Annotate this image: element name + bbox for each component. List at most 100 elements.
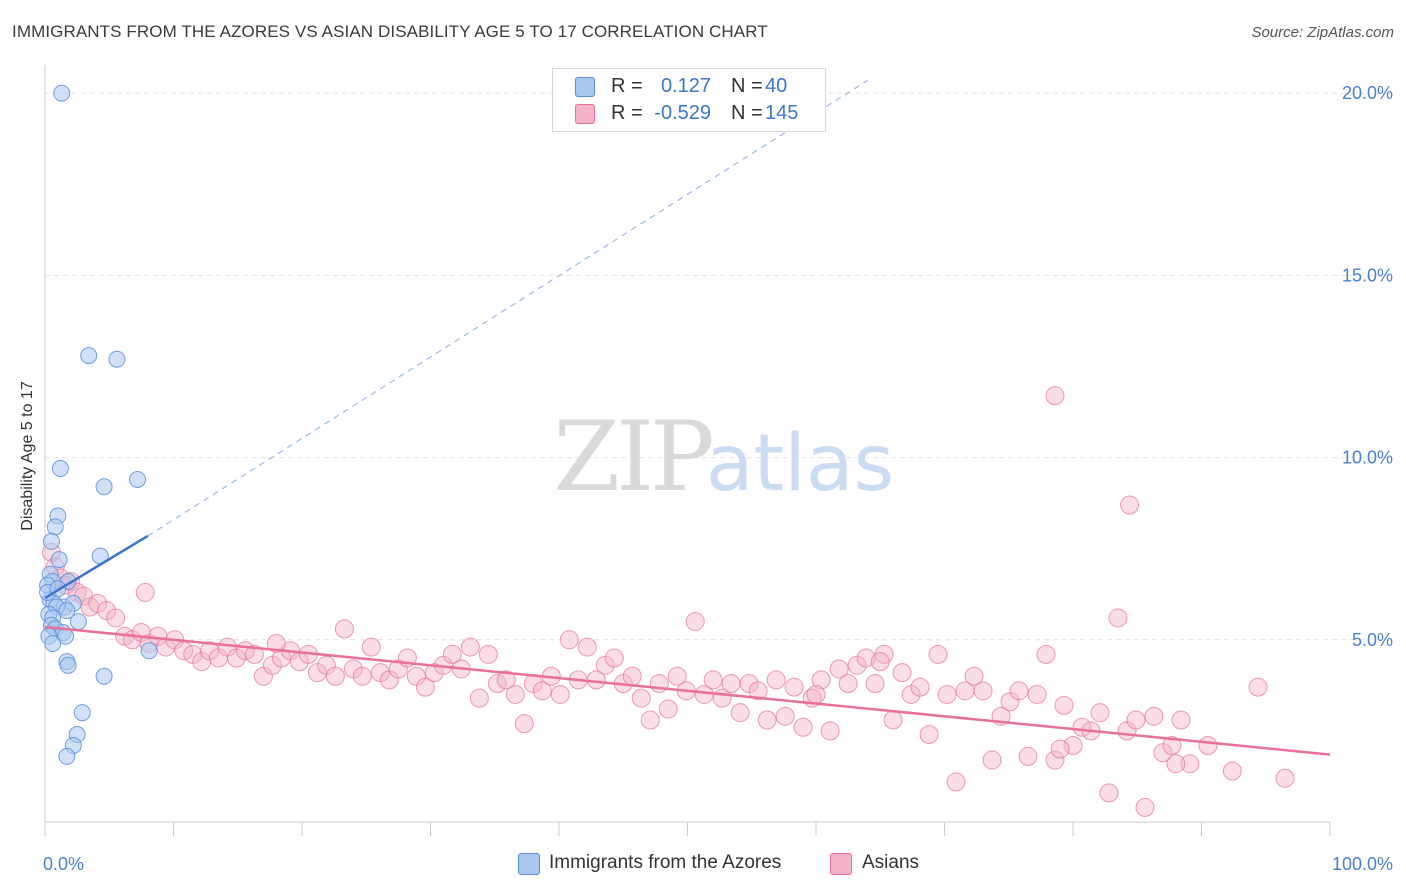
asians-point bbox=[1099, 783, 1119, 803]
asians-point bbox=[892, 663, 912, 683]
legend-row-azores: R = 0.127 N = 40 bbox=[553, 73, 825, 99]
asians-point bbox=[266, 633, 286, 653]
azores-point bbox=[42, 532, 60, 550]
legend-swatch-asians bbox=[830, 853, 852, 875]
asians-point bbox=[577, 637, 597, 657]
asians-point bbox=[1126, 710, 1146, 730]
asians-point bbox=[784, 677, 804, 697]
asians-point bbox=[806, 684, 826, 704]
asians-point bbox=[1018, 746, 1038, 766]
asians-point bbox=[883, 710, 903, 730]
asians-point bbox=[910, 677, 930, 697]
asians-point bbox=[1171, 710, 1191, 730]
azores-trend-line bbox=[44, 534, 149, 599]
asians-point bbox=[1027, 684, 1047, 704]
asians-point bbox=[870, 652, 890, 672]
asians-point bbox=[325, 666, 345, 686]
asians-point bbox=[640, 710, 660, 730]
legend-n-value: 40 bbox=[765, 75, 788, 97]
asians-point bbox=[838, 674, 858, 694]
asians-point bbox=[982, 750, 1002, 770]
asians-point bbox=[496, 670, 516, 690]
asians-point bbox=[811, 670, 831, 690]
azores-point bbox=[80, 347, 98, 365]
asians-point bbox=[721, 674, 741, 694]
asians-point bbox=[667, 666, 687, 686]
legend-swatch-asians bbox=[575, 104, 595, 124]
asians-point bbox=[192, 652, 212, 672]
azores-point bbox=[73, 704, 91, 722]
asians-point bbox=[1045, 750, 1065, 770]
asians-point bbox=[658, 699, 678, 719]
asians-point bbox=[946, 772, 966, 792]
asians-point bbox=[766, 670, 786, 690]
asians-point bbox=[964, 666, 984, 686]
azores-point bbox=[59, 656, 77, 674]
asians-point bbox=[442, 644, 462, 664]
legend-r-label: R = bbox=[611, 102, 643, 124]
asians-point bbox=[775, 706, 795, 726]
asians-point bbox=[1166, 754, 1186, 774]
y-tick-label: 10.0% bbox=[1342, 448, 1393, 468]
azores-point bbox=[129, 470, 147, 488]
azores-point bbox=[95, 667, 113, 685]
asians-point bbox=[352, 666, 372, 686]
azores-point bbox=[69, 613, 87, 631]
watermark-zip: ZIP bbox=[553, 401, 712, 513]
azores-trend-dashed bbox=[147, 79, 868, 537]
asians-point bbox=[1162, 735, 1182, 755]
asians-point bbox=[361, 637, 381, 657]
asians-point bbox=[469, 688, 489, 708]
asians-point bbox=[1050, 739, 1070, 759]
asians-point bbox=[1198, 735, 1218, 755]
asians-point bbox=[1120, 495, 1140, 515]
asians-point bbox=[1045, 386, 1065, 406]
legend-n-label: N = bbox=[731, 102, 763, 124]
azores-point bbox=[53, 84, 71, 102]
asians-point bbox=[1090, 703, 1110, 723]
asians-point bbox=[919, 725, 939, 745]
asians-point bbox=[559, 630, 579, 650]
asians-trend-line bbox=[44, 625, 1331, 756]
tick-labels: 5.0% 10.0% 15.0% 20.0% 0.0% 100.0% bbox=[43, 83, 1393, 874]
asians-point bbox=[820, 721, 840, 741]
asians-point bbox=[622, 666, 642, 686]
azores-point bbox=[44, 634, 62, 652]
asians-point bbox=[135, 582, 155, 602]
asians-point bbox=[514, 714, 534, 734]
asians-points bbox=[41, 386, 1295, 817]
source-label: Source: ZipAtlas.com bbox=[1251, 24, 1394, 41]
asians-point bbox=[928, 644, 948, 664]
asians-point bbox=[937, 684, 957, 704]
stats-legend: R = 0.127 N = 40 R = -0.529 N = 145 bbox=[552, 68, 826, 132]
asians-point bbox=[1009, 681, 1029, 701]
y-tick-label: 20.0% bbox=[1342, 83, 1393, 103]
azores-points bbox=[39, 84, 158, 765]
azores-point bbox=[95, 478, 113, 496]
asians-point bbox=[478, 644, 498, 664]
asians-point bbox=[631, 688, 651, 708]
asians-point bbox=[244, 644, 264, 664]
gridlines bbox=[45, 92, 1390, 641]
azores-point bbox=[46, 518, 64, 536]
asians-point bbox=[1180, 754, 1200, 774]
watermark-atlas: atlas bbox=[706, 419, 895, 509]
asians-point bbox=[460, 637, 480, 657]
x-tick-label: 100.0% bbox=[1332, 854, 1393, 874]
asians-point bbox=[106, 608, 126, 628]
legend-swatch-azores bbox=[575, 77, 595, 97]
legend-r-value: 0.127 bbox=[660, 75, 711, 97]
watermark: ZIP atlas bbox=[553, 401, 894, 513]
y-tick-label: 15.0% bbox=[1342, 265, 1393, 285]
asians-point bbox=[829, 659, 849, 679]
azores-point bbox=[140, 642, 158, 660]
asians-point bbox=[1144, 706, 1164, 726]
legend-label-asians: Asians bbox=[862, 852, 920, 873]
asians-point bbox=[973, 681, 993, 701]
azores-point bbox=[50, 551, 68, 569]
asians-point bbox=[1054, 695, 1074, 715]
asians-point bbox=[730, 703, 750, 723]
legend-label-azores: Immigrants from the Azores bbox=[549, 852, 782, 873]
asians-point bbox=[748, 681, 768, 701]
